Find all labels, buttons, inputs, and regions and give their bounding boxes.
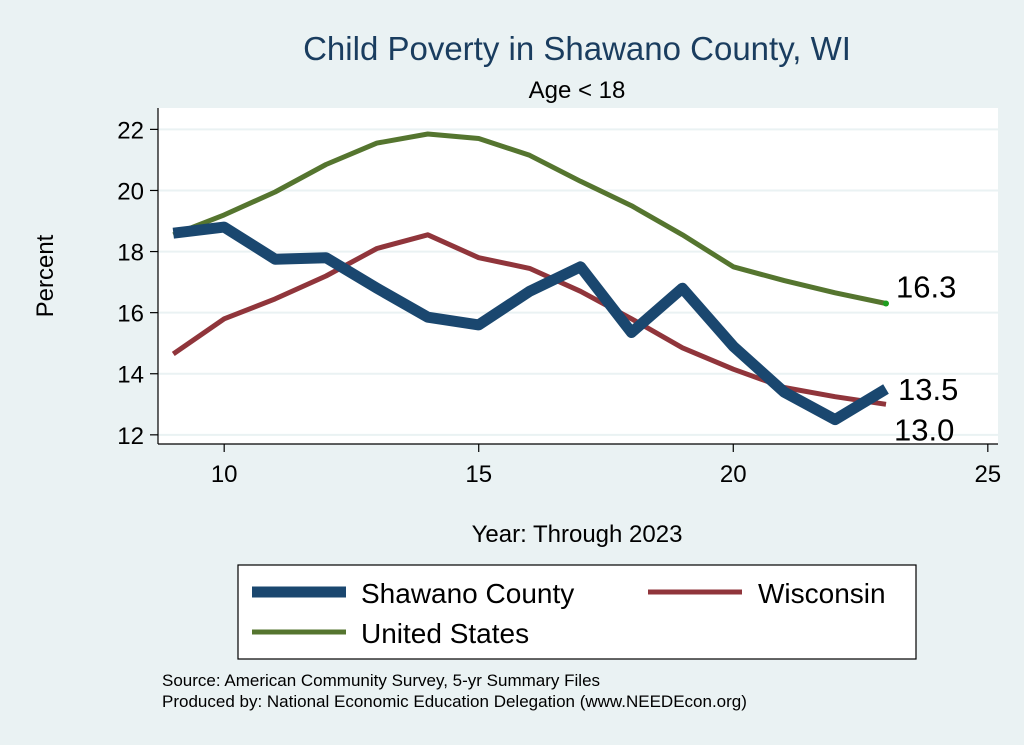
series-line-united-states [172, 131, 887, 306]
chart-subtitle: Age < 18 [529, 77, 626, 104]
end-marker-united-states [883, 300, 889, 307]
legend-box [237, 564, 917, 660]
legend-label-shawano: Shawano County [361, 578, 574, 609]
legend-label-wisconsin: Wisconsin [758, 578, 886, 609]
produced-note: Produced by: National Economic Education… [162, 692, 747, 711]
y-tick-label: 18 [117, 240, 144, 267]
x-tick-label: 10 [211, 461, 238, 488]
x-tick-label: 25 [974, 461, 1001, 488]
end-labels: 13.5 13.0 16.3 [894, 269, 958, 447]
source-note: Source: American Community Survey, 5-yr … [162, 671, 600, 690]
y-axis: 12 14 16 18 20 22 [117, 108, 159, 450]
end-label-wisconsin: 13.0 [894, 412, 954, 447]
x-tick-label: 15 [465, 461, 492, 488]
y-tick-label: 16 [117, 301, 144, 328]
y-tick-label: 20 [117, 178, 144, 205]
legend-label-united-states: United States [361, 618, 529, 649]
y-tick-label: 22 [117, 117, 144, 144]
series-lines [171, 131, 889, 426]
end-label-united-states: 16.3 [896, 269, 956, 304]
gridlines [158, 128, 998, 436]
y-tick-label: 12 [117, 423, 144, 450]
plot-area [158, 108, 998, 444]
legend-item-shawano: Shawano County [252, 578, 574, 609]
end-label-shawano-county: 13.5 [898, 372, 958, 407]
x-tick-label: 20 [720, 461, 747, 488]
y-axis-title: Percent [32, 234, 59, 317]
y-tick-label: 14 [117, 362, 144, 389]
x-axis-title: Year: Through 2023 [472, 521, 683, 548]
x-axis: 10 15 20 25 [158, 443, 1001, 488]
chart-title: Child Poverty in Shawano County, WI [303, 30, 851, 67]
legend-item-wisconsin: Wisconsin [648, 578, 886, 609]
legend-item-united-states: United States [252, 618, 529, 649]
series-line-shawano-county [172, 221, 889, 426]
